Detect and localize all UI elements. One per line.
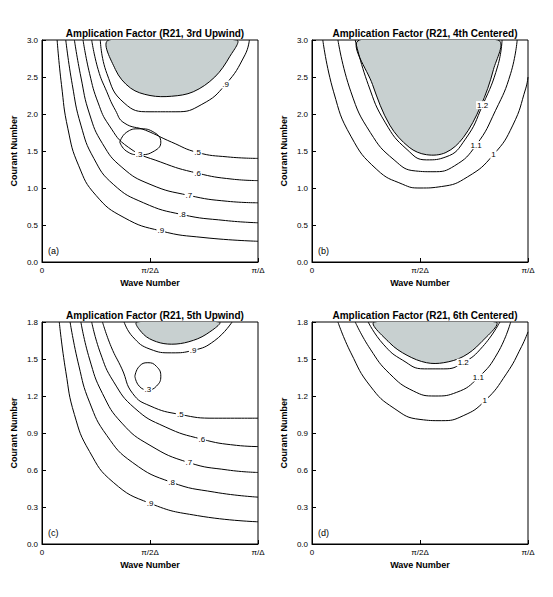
svg-text:1: 1: [483, 396, 488, 405]
svg-text:0.6: 0.6: [27, 466, 39, 475]
svg-text:1.5: 1.5: [297, 147, 309, 156]
svg-text:2.0: 2.0: [27, 110, 39, 119]
svg-text:0: 0: [310, 548, 315, 557]
svg-text:.9: .9: [222, 80, 229, 89]
svg-text:1.2: 1.2: [477, 101, 489, 110]
svg-text:(c): (c): [48, 528, 59, 538]
svg-text:π/2Δ: π/2Δ: [141, 266, 159, 275]
svg-text:0.3: 0.3: [27, 503, 39, 512]
svg-text:0: 0: [40, 266, 45, 275]
svg-text:Courant Number: Courant Number: [9, 397, 19, 469]
svg-text:(a): (a): [48, 246, 59, 256]
svg-text:.6: .6: [194, 169, 201, 178]
svg-text:1.0: 1.0: [27, 184, 39, 193]
svg-text:1.1: 1.1: [473, 373, 485, 382]
svg-text:1.0: 1.0: [297, 184, 309, 193]
svg-text:Amplication Factor (R21, 4th C: Amplication Factor (R21, 4th Centered): [332, 28, 517, 39]
svg-text:0.0: 0.0: [297, 540, 309, 549]
svg-text:π/2Δ: π/2Δ: [141, 548, 159, 557]
svg-text:.8: .8: [168, 478, 175, 487]
svg-text:.9: .9: [147, 499, 154, 508]
svg-text:(b): (b): [318, 246, 329, 256]
svg-text:Courant Number: Courant Number: [9, 115, 19, 187]
svg-text:.7: .7: [186, 191, 193, 200]
svg-text:π/Δ: π/Δ: [251, 548, 265, 557]
svg-text:0.0: 0.0: [27, 258, 39, 267]
svg-text:2.5: 2.5: [297, 73, 309, 82]
svg-text:1.2: 1.2: [27, 392, 39, 401]
svg-text:π/2Δ: π/2Δ: [411, 266, 429, 275]
svg-text:Amplication Factor (R21, 3rd U: Amplication Factor (R21, 3rd Upwind): [66, 28, 244, 39]
svg-text:0.5: 0.5: [297, 221, 309, 230]
svg-text:2.5: 2.5: [27, 73, 39, 82]
svg-text:.9: .9: [157, 226, 164, 235]
svg-text:.6: .6: [199, 435, 206, 444]
svg-text:1.5: 1.5: [297, 355, 309, 364]
svg-text:0.5: 0.5: [27, 221, 39, 230]
svg-text:π/Δ: π/Δ: [521, 266, 535, 275]
svg-text:Courant Number: Courant Number: [279, 397, 289, 469]
svg-text:.8: .8: [179, 210, 186, 219]
svg-text:3.0: 3.0: [297, 36, 309, 45]
svg-text:(d): (d): [318, 528, 329, 538]
svg-text:π/Δ: π/Δ: [251, 266, 265, 275]
svg-text:0.0: 0.0: [297, 258, 309, 267]
svg-text:Wave Number: Wave Number: [120, 278, 180, 288]
svg-text:2.0: 2.0: [297, 110, 309, 119]
svg-text:.5: .5: [194, 148, 201, 157]
svg-text:Amplication Factor (R21, 6th C: Amplication Factor (R21, 6th Centered): [332, 310, 517, 321]
svg-text:.3: .3: [136, 150, 143, 159]
svg-text:π/2Δ: π/2Δ: [411, 548, 429, 557]
svg-text:Courant Number: Courant Number: [279, 115, 289, 187]
svg-text:3.0: 3.0: [27, 36, 39, 45]
svg-text:1.1: 1.1: [471, 141, 483, 150]
svg-text:1.2: 1.2: [297, 392, 309, 401]
svg-text:Wave Number: Wave Number: [390, 278, 450, 288]
svg-text:Amplication Factor (R21, 5th U: Amplication Factor (R21, 5th Upwind): [66, 310, 244, 321]
svg-text:0.3: 0.3: [297, 503, 309, 512]
svg-text:0.6: 0.6: [297, 466, 309, 475]
svg-text:1: 1: [491, 150, 496, 159]
svg-text:1.8: 1.8: [297, 318, 309, 327]
svg-text:.5: .5: [177, 410, 184, 419]
svg-text:1.8: 1.8: [27, 318, 39, 327]
svg-text:0.0: 0.0: [27, 540, 39, 549]
svg-text:1.5: 1.5: [27, 355, 39, 364]
svg-text:Wave Number: Wave Number: [390, 560, 450, 570]
svg-text:.7: .7: [186, 458, 193, 467]
svg-text:π/Δ: π/Δ: [521, 548, 535, 557]
svg-text:0: 0: [40, 548, 45, 557]
svg-text:.3: .3: [145, 385, 152, 394]
svg-text:1.5: 1.5: [27, 147, 39, 156]
svg-text:0.9: 0.9: [27, 429, 39, 438]
svg-text:Wave Number: Wave Number: [120, 560, 180, 570]
svg-text:0.9: 0.9: [297, 429, 309, 438]
svg-text:1.2: 1.2: [458, 358, 470, 367]
svg-text:.9: .9: [190, 346, 197, 355]
svg-text:0: 0: [310, 266, 315, 275]
